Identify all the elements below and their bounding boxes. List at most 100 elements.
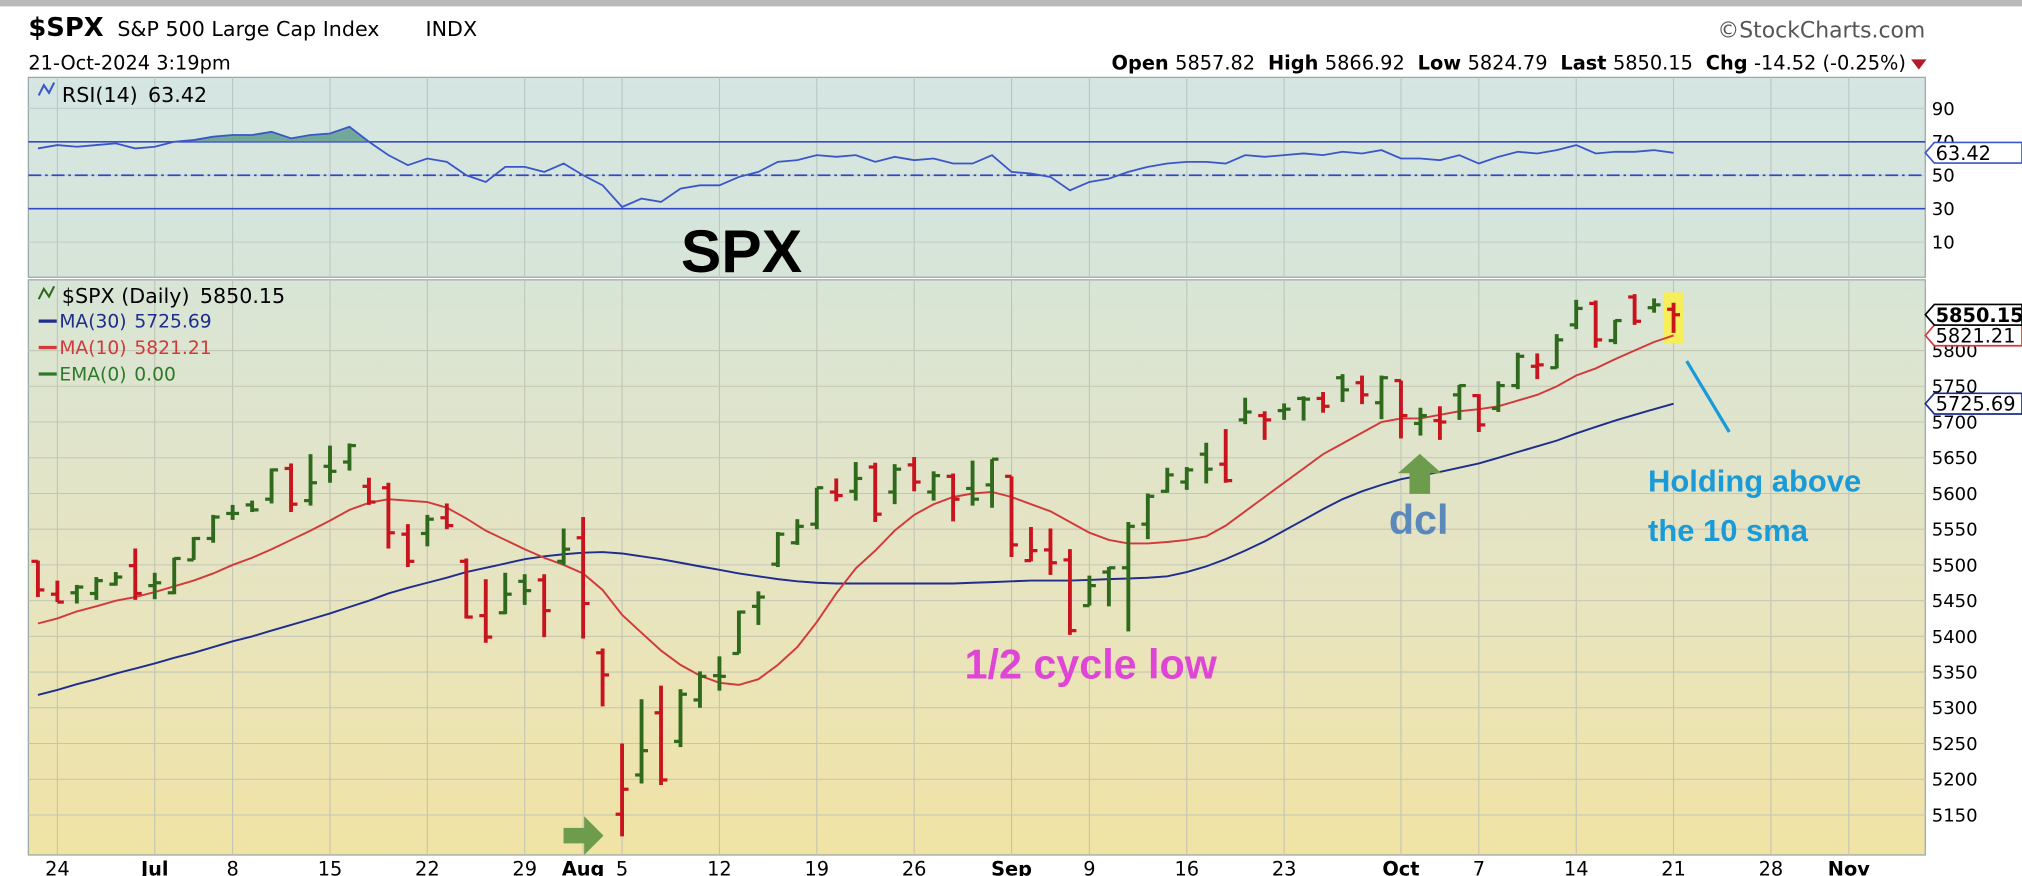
ohlc-bar bbox=[576, 517, 590, 639]
y-tick-label: 10 bbox=[1932, 233, 1955, 254]
ohlc-bar bbox=[615, 743, 629, 837]
ohlc-bar bbox=[966, 460, 980, 506]
ohlc-bar bbox=[1452, 383, 1466, 420]
legend-icon bbox=[37, 285, 56, 300]
ohlc-bar bbox=[381, 482, 395, 549]
ohlc-bar bbox=[927, 471, 941, 501]
legend-name: MA(30) bbox=[59, 312, 126, 333]
y-tick-label: 5600 bbox=[1932, 484, 1978, 505]
ohlc-bar bbox=[323, 445, 337, 483]
x-tick-label: 29 bbox=[512, 858, 537, 876]
ohlc-bar bbox=[1024, 527, 1038, 563]
ohlc-bar bbox=[265, 468, 279, 504]
annotation: dcl bbox=[1389, 497, 1449, 543]
rsi-overbought-area bbox=[37, 126, 1674, 142]
ohlc-bar bbox=[479, 579, 493, 643]
legend-name: $SPX (Daily) bbox=[62, 284, 190, 308]
y-tick-label: 90 bbox=[1932, 99, 1955, 120]
ohlc-bar bbox=[1628, 294, 1642, 325]
legend-name: EMA(0) bbox=[59, 364, 126, 385]
ohlc-bar bbox=[401, 524, 415, 568]
rsi-panel bbox=[27, 76, 1926, 278]
ohlc-bar bbox=[1511, 352, 1525, 390]
x-tick-label: 23 bbox=[1272, 858, 1297, 876]
ohlc-bar bbox=[1589, 300, 1603, 348]
y-tick-label: 5500 bbox=[1932, 555, 1978, 576]
y-tick-label: 5300 bbox=[1932, 698, 1978, 719]
ohlc-bar bbox=[304, 454, 317, 506]
ohlc-bar bbox=[1608, 318, 1622, 345]
ohlc-bar bbox=[148, 572, 162, 600]
ohlc-bar bbox=[1219, 429, 1233, 483]
y-tick-label: 30 bbox=[1932, 199, 1955, 220]
annotation: 1/2 cycle low bbox=[965, 641, 1218, 687]
ohlc-bar bbox=[284, 463, 298, 513]
ohlc-bar bbox=[440, 503, 454, 530]
value-tag-label: 63.42 bbox=[1936, 142, 1991, 165]
x-tick-label: 26 bbox=[902, 858, 927, 876]
ohlc-bar bbox=[1375, 375, 1388, 420]
legend-entry: MA(30) 5725.69 bbox=[59, 312, 211, 333]
x-tick-label: 7 bbox=[1473, 858, 1485, 876]
ohlc-bar bbox=[1044, 528, 1057, 575]
ohlc-bar bbox=[245, 500, 259, 513]
x-tick-label: 24 bbox=[45, 858, 70, 876]
symbol: $SPX bbox=[28, 13, 103, 43]
ohlc-bar bbox=[1550, 334, 1564, 370]
pointer-line bbox=[1685, 360, 1731, 433]
ohlc-bar bbox=[888, 464, 902, 505]
timestamp: 21-Oct-2024 3:19pm bbox=[28, 52, 230, 75]
y-tick-label: 5400 bbox=[1932, 627, 1978, 648]
change-down-icon bbox=[1911, 59, 1927, 70]
ohlc-bar bbox=[1355, 375, 1369, 405]
x-tick-label: Jul bbox=[139, 858, 169, 876]
ohlc-bar bbox=[1569, 299, 1583, 330]
ohlc-bar bbox=[732, 610, 746, 656]
ohlc-bar bbox=[849, 462, 863, 501]
ohlc-bar bbox=[1530, 353, 1544, 380]
ohlc-bar bbox=[70, 584, 84, 604]
quote-label: High bbox=[1268, 52, 1318, 75]
ohlc-bar bbox=[498, 572, 512, 615]
ohlc-bar bbox=[1160, 467, 1174, 493]
ohlc-bar bbox=[459, 558, 473, 619]
exchange: INDX bbox=[426, 17, 478, 41]
ohlc-bar bbox=[868, 462, 882, 523]
x-tick-label: 14 bbox=[1564, 858, 1589, 876]
y-tick-label: 5150 bbox=[1932, 805, 1978, 826]
ohlc-bar bbox=[712, 656, 726, 691]
ohlc-bar bbox=[751, 591, 765, 625]
arrow-right bbox=[563, 816, 604, 855]
x-tick-label: 8 bbox=[226, 858, 238, 876]
window-strip bbox=[0, 0, 2022, 7]
ohlc-bar bbox=[1316, 392, 1330, 413]
x-tick-label: 15 bbox=[318, 858, 343, 876]
annotation: Holding above bbox=[1648, 463, 1861, 498]
ohlc-bar bbox=[187, 536, 201, 562]
ohlc-bar bbox=[226, 504, 240, 520]
ohlc-bar bbox=[810, 486, 824, 530]
ohlc-bar bbox=[596, 648, 610, 707]
x-tick-label: 19 bbox=[804, 858, 829, 876]
legend-entry: MA(10) 5821.21 bbox=[59, 338, 211, 359]
ohlc-bar bbox=[1394, 378, 1408, 439]
price-legend: $SPX (Daily) 5850.15 bbox=[62, 284, 285, 308]
ohlc-bar bbox=[518, 574, 532, 605]
legend-name: RSI(14) bbox=[62, 83, 138, 107]
quote-value: 5866.92 bbox=[1325, 52, 1405, 75]
y-tick-label: 5700 bbox=[1932, 412, 1978, 433]
ohlc-bar bbox=[1472, 393, 1486, 433]
x-tick-label: Oct bbox=[1382, 858, 1419, 876]
legend-name: MA(10) bbox=[59, 338, 126, 359]
quote-value: -14.52 (-0.25%) bbox=[1754, 52, 1906, 75]
ohlc-bar bbox=[1063, 549, 1077, 635]
y-tick-label: 5650 bbox=[1932, 448, 1978, 469]
ohlc-bar bbox=[1258, 411, 1272, 440]
ohlc-bar bbox=[790, 519, 804, 545]
annotation: the 10 sma bbox=[1648, 513, 1809, 548]
y-tick-label: 5350 bbox=[1932, 663, 1978, 684]
quote-label: Low bbox=[1418, 52, 1462, 75]
quote-value: 5850.15 bbox=[1613, 52, 1693, 75]
legend-value: 63.42 bbox=[148, 83, 207, 107]
